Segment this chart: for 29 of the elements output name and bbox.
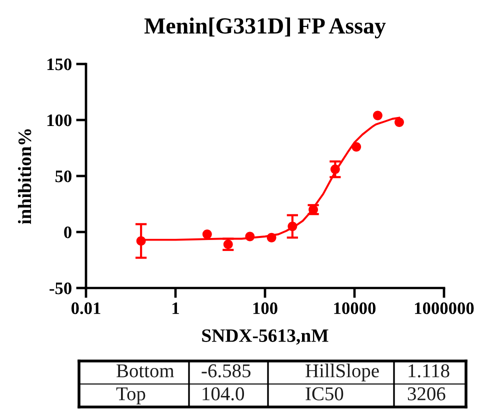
y-tick-label: 50 bbox=[55, 170, 72, 182]
x-tick-label: 1 bbox=[172, 302, 179, 314]
chart-title: Menin[G331D] FP Assay bbox=[144, 18, 386, 38]
point bbox=[394, 118, 404, 127]
point bbox=[288, 222, 298, 232]
text: -6.585 bbox=[202, 364, 250, 378]
text: 104.0 bbox=[202, 387, 244, 400]
text: 3206 bbox=[408, 387, 446, 400]
text: 1.118 bbox=[408, 364, 450, 378]
y-tick-label: 100 bbox=[47, 114, 72, 126]
y-tick-label: -50 bbox=[50, 282, 72, 294]
y-tick-label: 0 bbox=[64, 226, 72, 238]
y-axis-title: inhibition% bbox=[18, 129, 32, 224]
x-axis-title: SNDX-5613,nM bbox=[202, 329, 328, 345]
x-tick-label: 10000 bbox=[334, 302, 376, 314]
text: IC50 bbox=[306, 387, 344, 400]
text: HillSlope bbox=[306, 364, 379, 382]
point bbox=[202, 230, 212, 239]
point bbox=[266, 232, 276, 242]
text: Top bbox=[116, 387, 146, 404]
y-tick-label: 150 bbox=[47, 58, 72, 70]
x-tick-label: 1000000 bbox=[415, 302, 474, 314]
text: Bottom bbox=[116, 364, 174, 378]
x-tick-label: 100 bbox=[253, 302, 278, 314]
x-tick-label: 0.01 bbox=[71, 302, 100, 314]
point bbox=[372, 110, 382, 120]
point bbox=[352, 142, 362, 152]
point bbox=[330, 164, 340, 174]
point bbox=[245, 232, 255, 242]
